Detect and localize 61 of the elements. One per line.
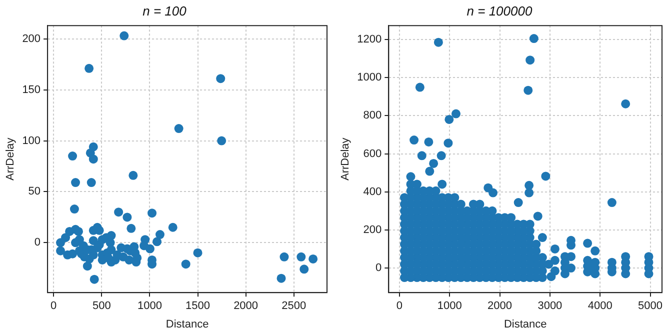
point [533, 212, 542, 221]
y-tick-label: 200 [363, 224, 382, 236]
point [529, 34, 538, 44]
point [524, 180, 534, 190]
point [417, 151, 426, 160]
point [425, 166, 434, 176]
point [415, 82, 424, 92]
point [444, 138, 453, 148]
point [406, 172, 416, 182]
point [550, 244, 560, 254]
point [444, 114, 454, 124]
x-tick-label: 0 [50, 300, 57, 312]
chart-title: n = 100 [142, 3, 188, 18]
point [438, 180, 447, 189]
x-tick-label: 4000 [588, 300, 612, 312]
point [488, 188, 498, 198]
y-tick-label: 0 [34, 236, 41, 249]
point [541, 172, 550, 181]
point [514, 198, 523, 208]
x-axis-title: Distance [504, 318, 547, 330]
point [607, 198, 616, 208]
y-tick-label: 1200 [357, 34, 382, 46]
point [590, 246, 600, 256]
point [566, 252, 576, 262]
point [429, 158, 438, 168]
y-tick-label: 800 [363, 110, 382, 122]
point [550, 256, 560, 265]
chart-title: n = 100000 [466, 3, 533, 18]
x-tick-label: 3000 [538, 300, 562, 312]
x-tick-label: 5000 [638, 300, 663, 312]
x-tick-label: 1000 [137, 300, 162, 312]
point [451, 109, 460, 118]
y-tick-label: 1000 [357, 72, 382, 84]
y-tick-label: 600 [363, 148, 382, 160]
point [524, 86, 533, 95]
x-tick-label: 2500 [282, 300, 306, 312]
y-axis-title: ArrDelay [340, 137, 352, 180]
point [583, 238, 592, 248]
x-tick-label: 2000 [234, 300, 258, 312]
y-tick-label: 400 [363, 186, 382, 198]
x-tick-label: 500 [92, 300, 111, 312]
x-tick-label: 1000 [437, 300, 462, 312]
y-tick-label: 50 [28, 186, 41, 198]
point [524, 188, 534, 198]
point [434, 38, 443, 47]
y-tick-label: 150 [22, 84, 41, 96]
y-axis-title: ArrDelay [4, 137, 17, 180]
point [621, 99, 630, 108]
point [538, 233, 547, 242]
x-tick-label: 2000 [488, 300, 512, 312]
x-axis-title: Distance [166, 318, 209, 330]
point [424, 137, 434, 146]
point [436, 151, 446, 160]
x-tick-label: 1500 [186, 300, 210, 312]
x-tick-label: 0 [396, 300, 403, 312]
point [526, 56, 535, 65]
y-tick-label: 100 [22, 134, 41, 147]
y-tick-label: 0 [376, 262, 382, 274]
point [550, 266, 560, 276]
point [410, 136, 419, 145]
y-tick-label: 200 [22, 32, 41, 45]
